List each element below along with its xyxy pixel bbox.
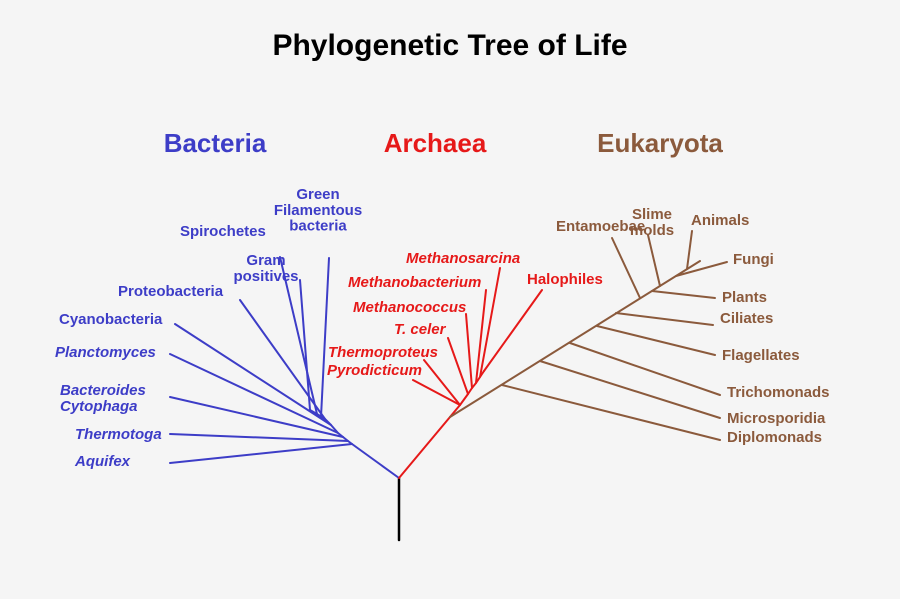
leaf-cyanobacteria: Cyanobacteria <box>59 311 163 328</box>
leaf-fungi: Fungi <box>733 251 774 268</box>
domain-label-archaea: Archaea <box>384 128 487 158</box>
leaf-proteobacteria: Proteobacteria <box>118 283 224 300</box>
leaf-bacteroides-cytophaga: BacteroidesCytophaga <box>60 382 146 415</box>
leaf-methanosarcina: Methanosarcina <box>406 250 520 267</box>
leaf-halophiles: Halophiles <box>527 271 603 288</box>
page-title: Phylogenetic Tree of Life <box>272 29 627 62</box>
leaf-spirochetes: Spirochetes <box>180 223 266 240</box>
leaf-methanobacterium: Methanobacterium <box>348 274 481 291</box>
leaf-t-celer: T. celer <box>394 321 447 338</box>
phylogenetic-tree: Phylogenetic Tree of Life Bacteria Aquifex… <box>0 0 900 599</box>
leaf-pyrodicticum: Pyrodicticum <box>327 362 422 379</box>
leaf-trichomonads: Trichomonads <box>727 384 830 401</box>
leaf-thermoproteus: Thermoproteus <box>328 344 438 361</box>
leaf-flagellates: Flagellates <box>722 347 800 364</box>
leaf-methanococcus: Methanococcus <box>353 299 466 316</box>
leaf-diplomonads: Diplomonads <box>727 429 822 446</box>
leaf-thermotoga: Thermotoga <box>75 426 162 443</box>
leaf-microsporidia: Microsporidia <box>727 410 826 427</box>
domain-label-bacteria: Bacteria <box>164 128 267 158</box>
leaf-slime-molds: Slimemolds <box>630 206 674 239</box>
leaf-aquifex: Aquifex <box>74 453 131 470</box>
leaf-ciliates: Ciliates <box>720 310 773 327</box>
leaf-planctomyces: Planctomyces <box>55 344 156 361</box>
domain-label-eukaryota: Eukaryota <box>597 128 723 158</box>
leaf-plants: Plants <box>722 289 767 306</box>
leaf-animals: Animals <box>691 212 749 229</box>
